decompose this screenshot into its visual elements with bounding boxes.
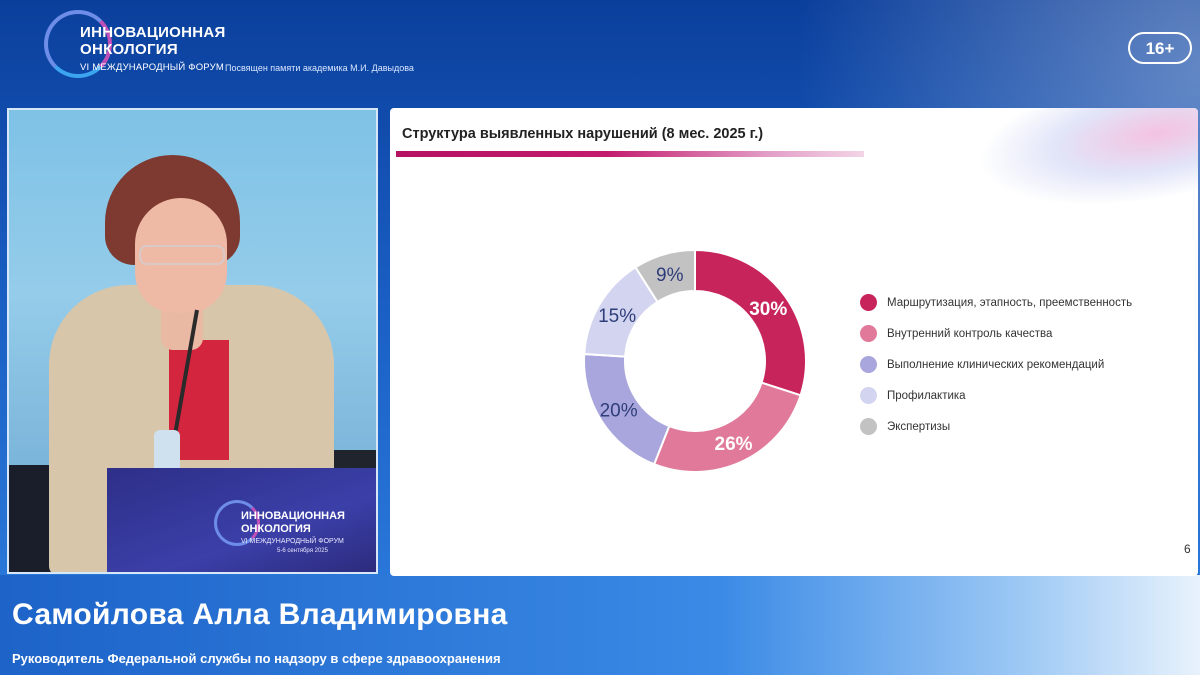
speaker-name: Самойлова Алла Владимировна <box>12 598 508 631</box>
legend-swatch-icon <box>860 294 877 311</box>
header-caption: Посвящен памяти академика М.И. Давыдова <box>225 63 414 73</box>
logo-line-2: ОНКОЛОГИЯ <box>80 41 178 58</box>
legend-item-4: Экспертизы <box>860 411 1132 442</box>
forum-logo-icon <box>44 10 112 78</box>
slide-decoration <box>970 108 1198 230</box>
podium-date: 5-6 сентября 2025 <box>277 548 328 554</box>
slide-page-number: 6 <box>1184 542 1191 556</box>
podium-subtitle: VI МЕЖДУНАРОДНЫЙ ФОРУМ <box>241 538 344 545</box>
donut-value-label-4: 9% <box>656 265 684 286</box>
donut-chart: 30% 26% 20% 15% 9% <box>583 248 807 473</box>
legend-label: Экспертизы <box>887 420 951 433</box>
legend-item-2: Выполнение клинических рекомендаций <box>860 349 1132 380</box>
legend-label: Выполнение клинических рекомендаций <box>887 358 1105 371</box>
donut-value-label-3: 15% <box>598 306 636 327</box>
legend-swatch-icon <box>860 418 877 435</box>
lower-third-band <box>0 575 1200 675</box>
logo-line-1: ИННОВАЦИОННАЯ <box>80 24 226 41</box>
legend-swatch-icon <box>860 387 877 404</box>
legend-label: Профилактика <box>887 389 966 402</box>
podium-logo-title: ИННОВАЦИОННАЯ ОНКОЛОГИЯ <box>241 510 345 536</box>
legend-swatch-icon <box>860 325 877 342</box>
donut-slice-1 <box>652 381 802 473</box>
donut-value-label-1: 26% <box>715 434 753 455</box>
chart-legend: Маршрутизация, этапность, преемственност… <box>860 287 1132 442</box>
forum-logo-subtitle: VI МЕЖДУНАРОДНЫЙ ФОРУМ <box>80 62 224 73</box>
podium-line-1: ИННОВАЦИОННАЯ <box>241 510 345 522</box>
donut-slice-4 <box>634 248 696 304</box>
speaker-face <box>135 198 227 313</box>
donut-value-label-2: 20% <box>600 400 638 421</box>
podium-logo-icon <box>214 500 260 546</box>
water-bottle <box>154 430 180 475</box>
legend-item-3: Профилактика <box>860 380 1132 411</box>
donut-value-label-0: 30% <box>749 299 787 320</box>
title-underline <box>396 151 864 157</box>
donut-slice-0 <box>694 248 807 397</box>
age-rating-badge: 16+ <box>1128 32 1192 64</box>
legend-item-1: Внутренний контроль качества <box>860 318 1132 349</box>
speaker-glasses <box>139 245 225 265</box>
legend-item-0: Маршрутизация, этапность, преемственност… <box>860 287 1132 318</box>
speaker-video[interactable]: ИННОВАЦИОННАЯ ОНКОЛОГИЯ VI МЕЖДУНАРОДНЫЙ… <box>7 108 378 574</box>
legend-label: Внутренний контроль качества <box>887 327 1053 340</box>
podium-line-2: ОНКОЛОГИЯ <box>241 523 311 535</box>
forum-logo-title: ИННОВАЦИОННАЯ ОНКОЛОГИЯ <box>80 24 226 58</box>
broadcast-header: ИННОВАЦИОННАЯ ОНКОЛОГИЯ VI МЕЖДУНАРОДНЫЙ… <box>0 0 1200 95</box>
speaker-role: Руководитель Федеральной службы по надзо… <box>12 651 501 666</box>
presentation-slide: Структура выявленных нарушений (8 мес. 2… <box>390 108 1198 576</box>
legend-label: Маршрутизация, этапность, преемственност… <box>887 296 1133 309</box>
slide-title: Структура выявленных нарушений (8 мес. 2… <box>402 126 764 142</box>
legend-swatch-icon <box>860 356 877 373</box>
